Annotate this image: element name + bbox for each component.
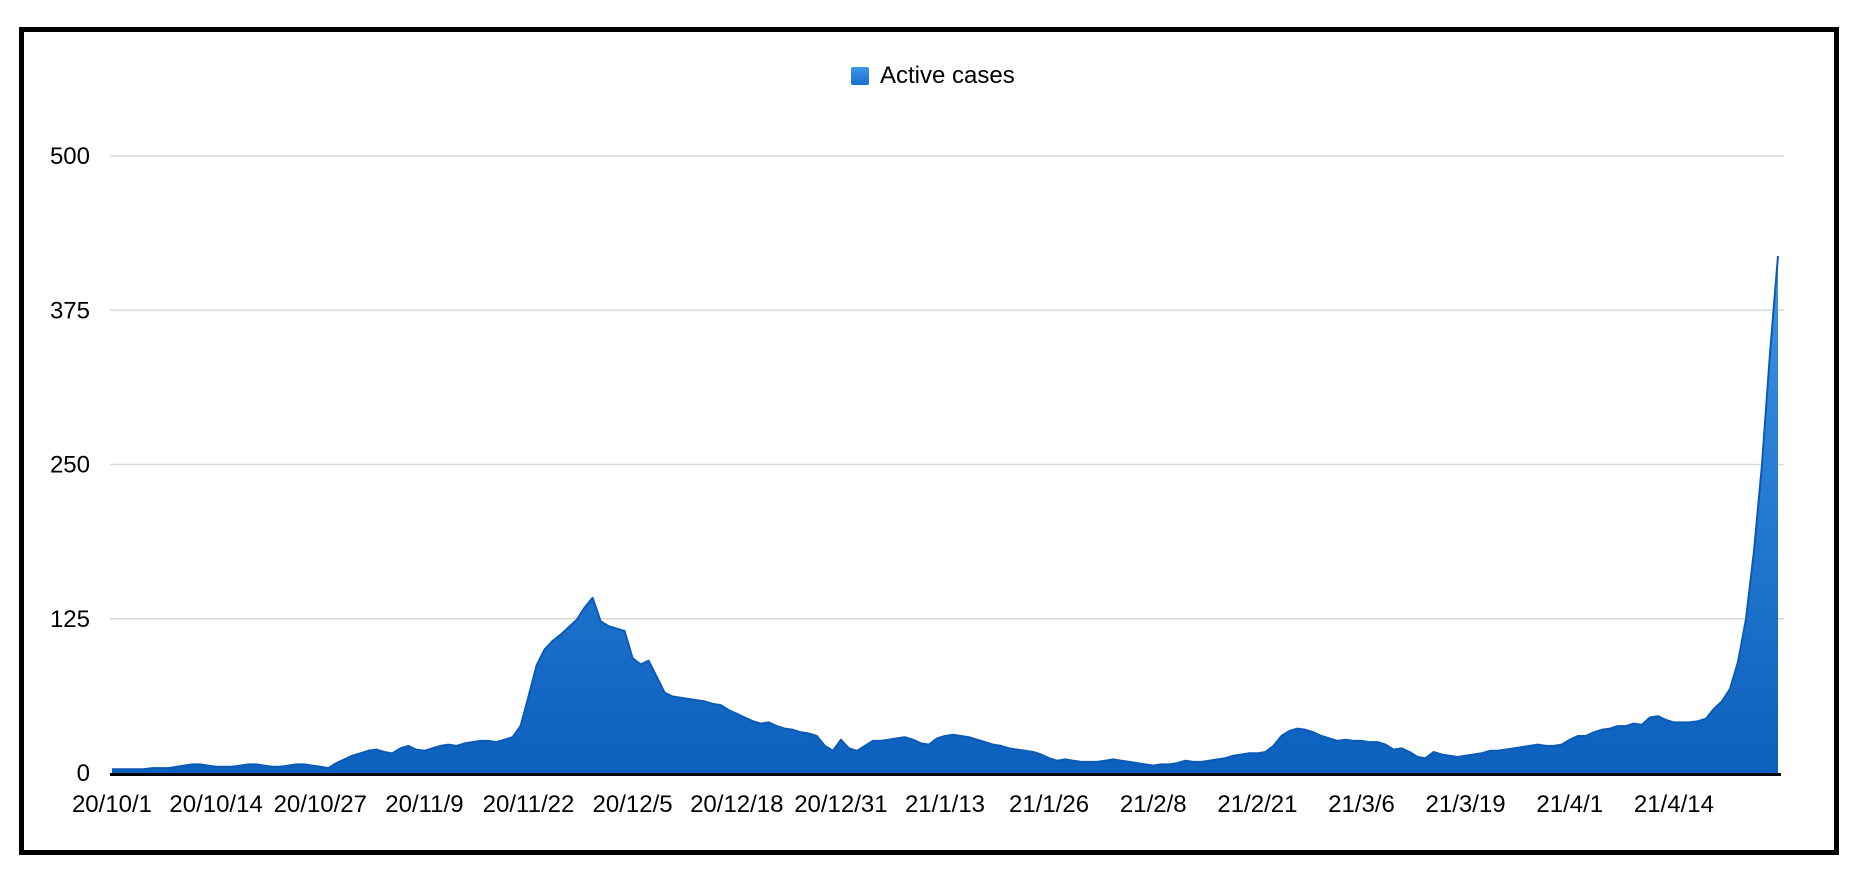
- series-line: [112, 255, 1779, 771]
- y-axis-label: 250: [50, 452, 90, 479]
- y-axis-label: 500: [50, 143, 90, 170]
- x-axis-label: 21/4/1: [1536, 791, 1603, 818]
- legend-label: Active cases: [880, 62, 1015, 89]
- legend: Active cases: [851, 64, 1015, 88]
- x-axis-labels: 20/10/1 20/10/14 20/10/27 20/11/9 20/11/22 20…: [72, 791, 1714, 818]
- x-axis-label: 20/10/27: [274, 791, 367, 818]
- y-axis-label: 375: [50, 297, 90, 324]
- y-axis-label: 125: [50, 606, 90, 633]
- x-axis-label: 21/3/19: [1426, 791, 1506, 818]
- x-axis-label: 20/11/22: [483, 791, 575, 818]
- x-axis-label: 20/12/31: [794, 791, 887, 818]
- x-axis-label: 20/12/18: [690, 791, 783, 818]
- x-axis-label: 21/1/26: [1009, 791, 1089, 818]
- gridlines: [110, 155, 1784, 620]
- x-axis-label: 21/2/8: [1120, 791, 1187, 818]
- area-fill: [112, 256, 1778, 773]
- legend-swatch-icon: [851, 67, 869, 85]
- x-axis-label: 20/10/1: [72, 791, 152, 818]
- x-axis-label: 21/4/14: [1634, 791, 1714, 818]
- area-series: [112, 255, 1779, 773]
- x-axis-label: 21/1/13: [905, 791, 985, 818]
- x-axis-label: 20/10/14: [169, 791, 262, 818]
- x-axis-label: 20/11/9: [385, 791, 463, 818]
- y-axis-labels: 0 125 250 375 500: [50, 143, 90, 787]
- x-axis-label: 20/12/5: [593, 791, 673, 818]
- x-axis-label: 21/3/6: [1328, 791, 1395, 818]
- x-axis-label: 21/2/21: [1217, 791, 1297, 818]
- y-axis-label: 0: [77, 760, 90, 787]
